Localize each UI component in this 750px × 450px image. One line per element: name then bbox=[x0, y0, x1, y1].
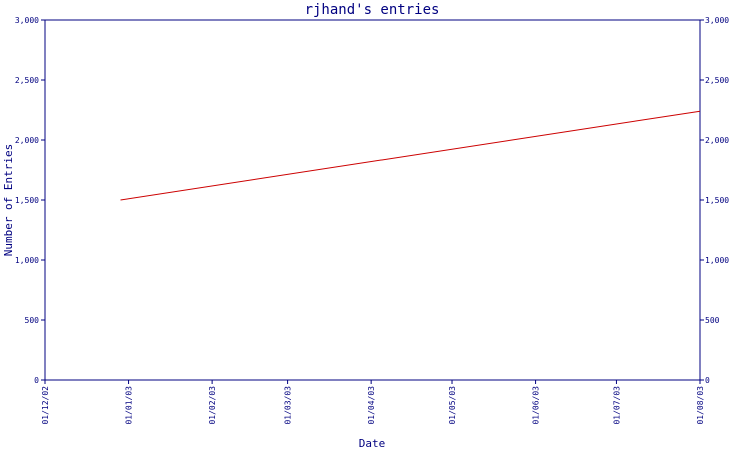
y-tick-label-right: 1,000 bbox=[705, 256, 729, 265]
x-tick-label: 01/04/03 bbox=[367, 386, 376, 425]
x-tick-label: 01/08/03 bbox=[696, 386, 705, 425]
y-tick-label-right: 3,000 bbox=[705, 16, 729, 25]
x-tick-label: 01/03/03 bbox=[284, 386, 293, 425]
x-tick-label: 01/07/03 bbox=[612, 386, 621, 425]
y-tick-label-left: 0 bbox=[34, 376, 39, 385]
y-tick-label-right: 1,500 bbox=[705, 196, 729, 205]
y-tick-label-left: 1,500 bbox=[15, 196, 39, 205]
x-tick-label: 01/12/02 bbox=[41, 386, 50, 425]
y-tick-label-left: 2,500 bbox=[15, 76, 39, 85]
y-tick-label-right: 2,500 bbox=[705, 76, 729, 85]
chart-title: rjhand's entries bbox=[305, 2, 440, 18]
x-tick-label: 01/01/03 bbox=[125, 386, 134, 425]
series-group bbox=[120, 110, 701, 201]
y-tick-label-left: 1,000 bbox=[15, 256, 39, 265]
y-tick-label-left: 2,000 bbox=[15, 136, 39, 145]
y-axis-label: Number of Entries bbox=[2, 144, 15, 257]
y-tick-label-right: 2,000 bbox=[705, 136, 729, 145]
y-tick-label-right: 500 bbox=[705, 316, 720, 325]
x-axis: 01/12/02 01/01/03 01/02/03 01/03/03 01/04/03… bbox=[41, 380, 705, 425]
x-tick-label: 01/06/03 bbox=[532, 386, 541, 425]
x-tick-label: 01/02/03 bbox=[208, 386, 217, 425]
x-tick-label: 01/05/03 bbox=[448, 386, 457, 425]
series-line bbox=[120, 110, 701, 201]
y-tick-label-right: 0 bbox=[705, 376, 710, 385]
y-axis: 0 0 500 500 1,000 1,000 1,500 1,500 2,000 2,000 2,… bbox=[15, 16, 729, 385]
y-tick-label-left: 500 bbox=[25, 316, 40, 325]
x-axis-label: Date bbox=[359, 437, 386, 450]
y-tick-label-left: 3,000 bbox=[15, 16, 39, 25]
plot-frame bbox=[44, 19, 701, 381]
